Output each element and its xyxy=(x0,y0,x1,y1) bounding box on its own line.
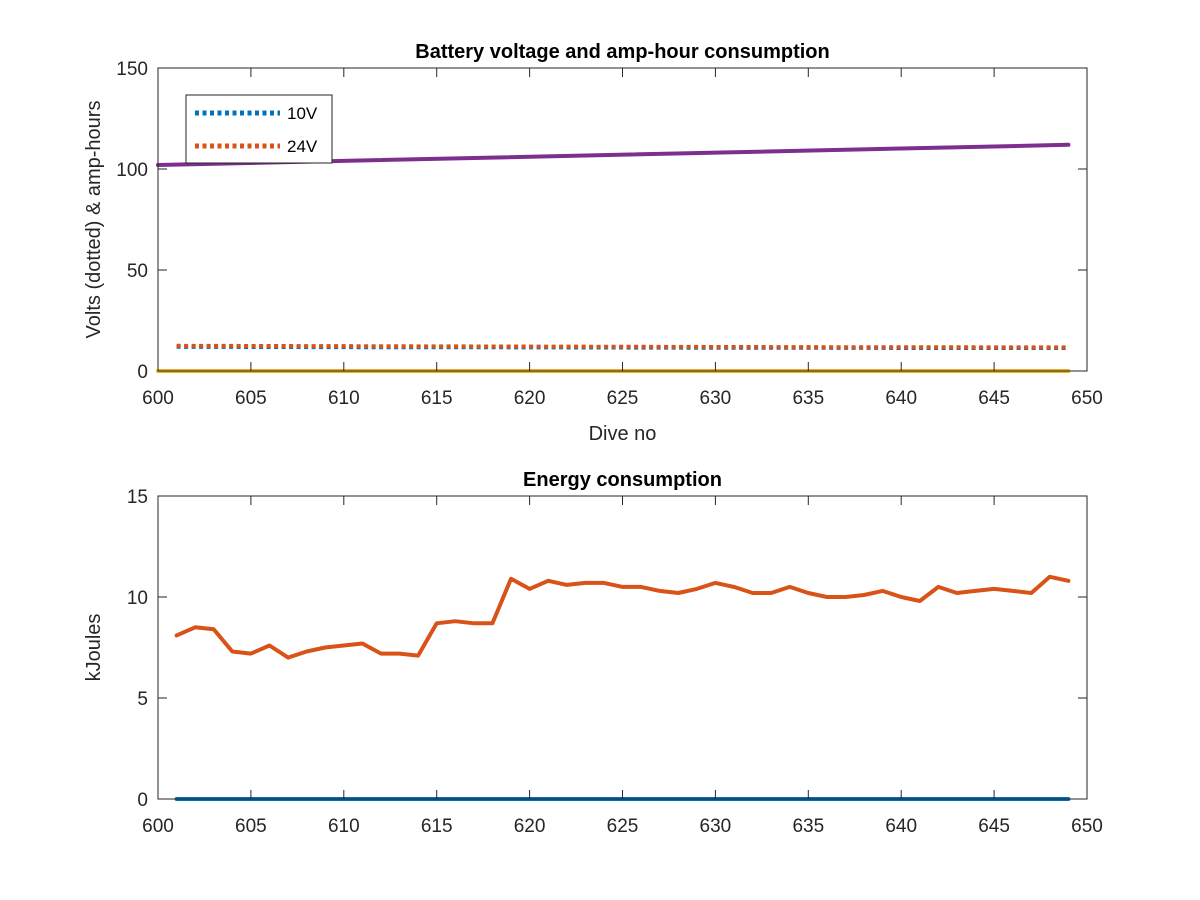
energy-x-tick-label: 610 xyxy=(328,816,360,837)
energy-y-tick-label: 15 xyxy=(127,487,148,508)
voltage-x-tick-label: 650 xyxy=(1071,388,1103,409)
voltage-x-tick-label: 640 xyxy=(885,388,917,409)
energy-x-tick-label: 650 xyxy=(1071,816,1103,837)
energy-x-tick-label: 640 xyxy=(885,816,917,837)
voltage-y-tick-label: 0 xyxy=(137,362,148,383)
legend-box xyxy=(185,94,333,164)
voltage-x-tick-label: 625 xyxy=(607,388,639,409)
energy-tick-layer: 600 605 610 615 620 625 630 635 640 645 650 0 5 10 15 xyxy=(127,487,1103,837)
voltage-x-tick-label: 610 xyxy=(328,388,360,409)
energy-x-tick-label: 605 xyxy=(235,816,267,837)
voltage-x-tick-label: 605 xyxy=(235,388,267,409)
voltage-y-tick-label: 100 xyxy=(116,160,148,181)
energy-y-tick-label: 10 xyxy=(127,588,148,609)
energy-x-tick-label: 645 xyxy=(978,816,1010,837)
energy-x-tick-label: 600 xyxy=(142,816,174,837)
voltage-x-tick-label: 635 xyxy=(792,388,824,409)
energy-y-tick-label: 5 xyxy=(137,689,148,710)
voltage-x-tick-label: 600 xyxy=(142,388,174,409)
energy-x-tick-label: 620 xyxy=(514,816,546,837)
energy-y-tick-label: 0 xyxy=(137,790,148,811)
voltage-y-tick-label: 150 xyxy=(116,59,148,80)
voltage-series-24v-line xyxy=(176,343,1069,350)
voltage-panel: 600 605 610 615 620 625 630 635 640 645 650 0 50 100 1… xyxy=(83,41,1103,445)
voltage-x-tick-label: 630 xyxy=(700,388,732,409)
voltage-x-tick-label: 645 xyxy=(978,388,1010,409)
voltage-x-axis-label: Dive no xyxy=(589,423,657,445)
voltage-plot-frame xyxy=(157,67,1088,372)
voltage-y-axis-label: Volts (dotted) & amp-hours xyxy=(83,101,105,339)
legend-10v-label: 10V xyxy=(287,104,318,123)
legend-24v-label: 24V xyxy=(287,137,318,156)
energy-y-axis-label: kJoules xyxy=(83,614,105,682)
energy-x-tick-label: 630 xyxy=(700,816,732,837)
voltage-x-tick-label: 620 xyxy=(514,388,546,409)
energy-chart-title: Energy consumption xyxy=(523,469,722,491)
voltage-chart-title: Battery voltage and amp-hour consumption xyxy=(415,41,829,63)
voltage-x-tick-label: 615 xyxy=(421,388,453,409)
energy-x-tick-label: 615 xyxy=(421,816,453,837)
energy-x-tick-label: 625 xyxy=(607,816,639,837)
voltage-legend: 10V 24V xyxy=(185,94,333,164)
energy-plot-area xyxy=(158,496,1087,799)
energy-series-1-line xyxy=(174,574,1071,660)
energy-panel: 600 605 610 615 620 625 630 635 640 645 650051015 … xyxy=(83,469,1103,837)
voltage-y-tick-label: 50 xyxy=(127,261,148,282)
energy-x-tick-label: 635 xyxy=(792,816,824,837)
energy-plot-frame xyxy=(157,495,1088,800)
voltage-tick-layer: 600 605 610 615 620 625 630 635 640 645 650 0 50 100 1… xyxy=(116,59,1103,409)
